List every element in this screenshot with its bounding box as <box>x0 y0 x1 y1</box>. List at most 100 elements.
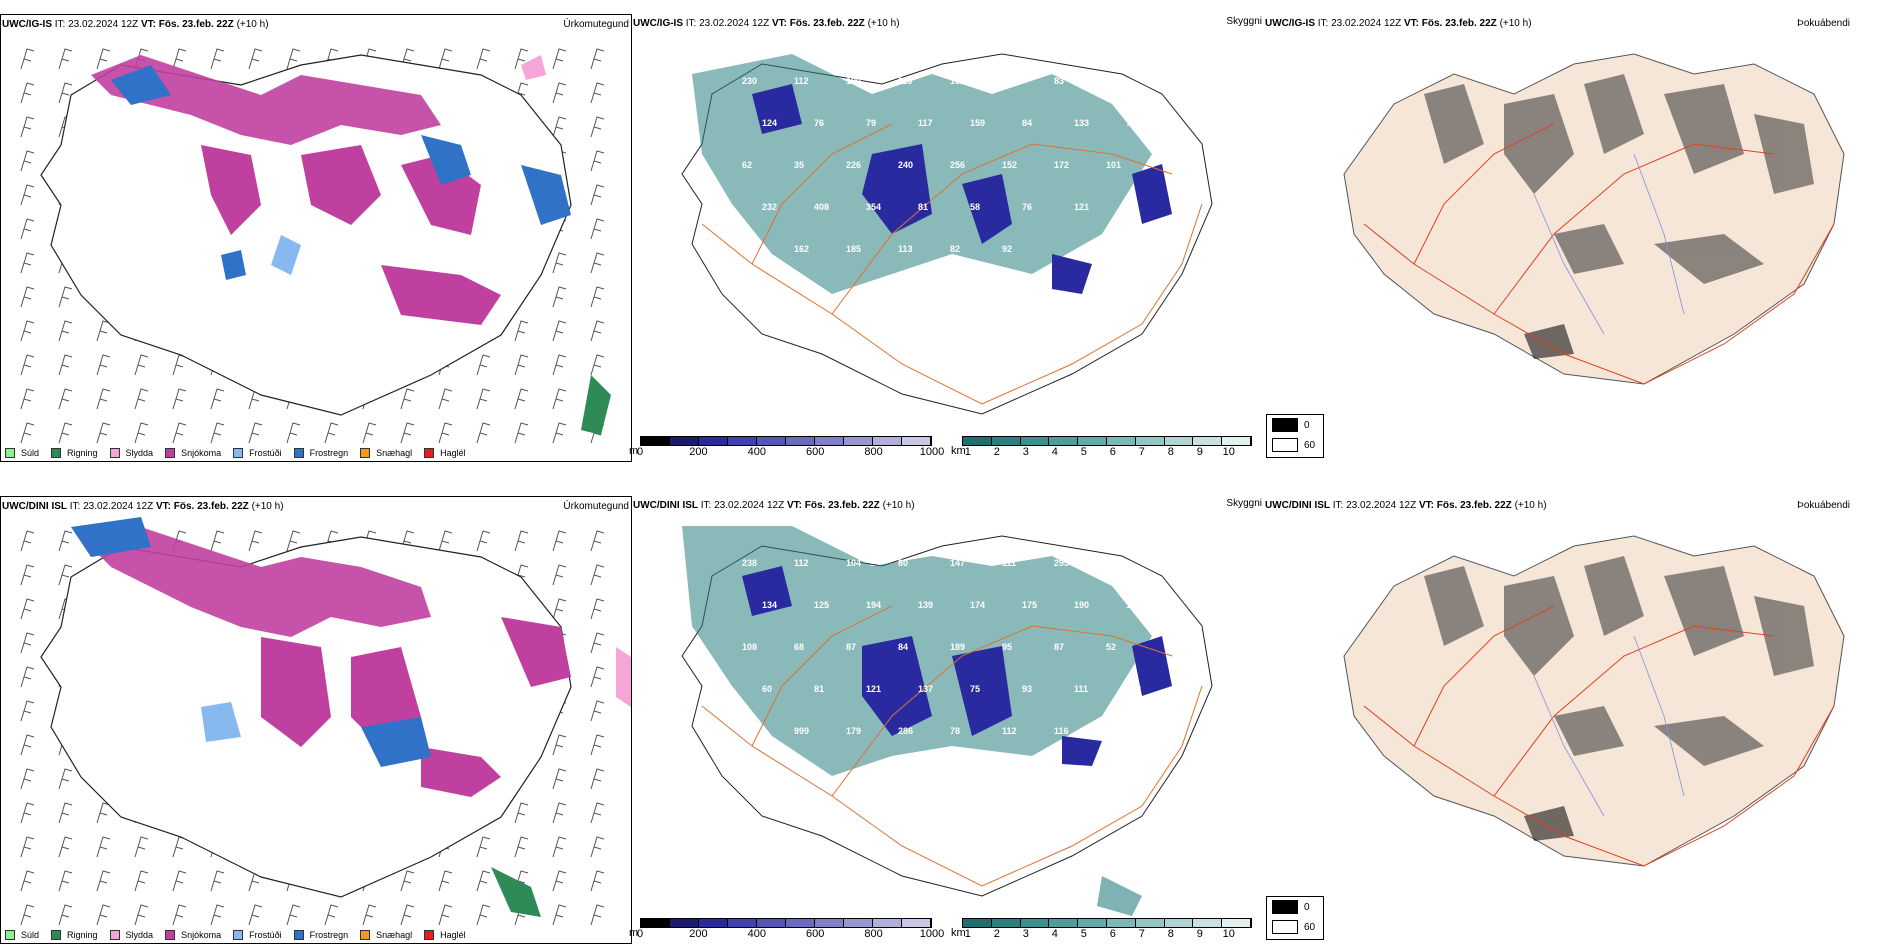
legend-swatch <box>5 448 15 458</box>
visibility-value-label: 97 <box>1126 202 1136 212</box>
wind-barb <box>20 632 35 654</box>
wind-barb <box>514 388 529 410</box>
wind-barb <box>20 184 35 206</box>
legend-label: Slydda <box>125 930 154 940</box>
legend-item: Snjókoma <box>165 930 221 940</box>
visibility-value-label: 62 <box>742 160 752 170</box>
wind-barb <box>286 48 301 70</box>
precip-type-panel-bottom: UWC/DINI ISL IT: 23.02.2024 12Z VT: Fös.… <box>0 496 632 944</box>
legend-swatch <box>424 930 435 940</box>
wind-barb <box>20 734 35 756</box>
key-label: 0 <box>1304 419 1310 431</box>
wind-barb <box>552 802 567 824</box>
wind-barb <box>210 870 225 892</box>
scale-segment <box>1193 437 1223 445</box>
scale-tick-label: 6 <box>1109 928 1116 940</box>
precip-patches <box>91 55 611 435</box>
scale-tick-label: 3 <box>1022 446 1029 458</box>
scale-segment <box>1049 437 1079 445</box>
rivers <box>1533 153 1685 335</box>
wind-barb <box>590 150 605 172</box>
fog-index-key: 0 60 <box>1266 896 1324 940</box>
visibility-value-label: 999 <box>794 726 809 736</box>
wind-barb <box>590 904 605 926</box>
wind-barb <box>552 564 567 586</box>
scale-tick-label: 10 <box>1222 446 1235 458</box>
panel-field-name: Skyggni <box>1226 16 1262 27</box>
legend-label: Súld <box>21 448 40 458</box>
scale-tick-label: 1 <box>964 928 971 940</box>
wind-barb <box>134 388 149 410</box>
wind-barb <box>400 422 415 444</box>
road-network <box>1363 123 1835 385</box>
visibility-value-label: 35 <box>794 160 804 170</box>
visibility-value-label: 101 <box>1106 160 1121 170</box>
wind-barb <box>590 768 605 790</box>
wind-barb <box>552 388 567 410</box>
visibility-value-label: 60 <box>762 684 772 694</box>
key-row: 0 <box>1267 415 1323 435</box>
scale-tick-label: 2 <box>993 446 1000 458</box>
visibility-value-label: 125 <box>814 600 829 610</box>
visibility-value-label: 76 <box>1022 202 1032 212</box>
scale-tick-label: 5 <box>1080 446 1087 458</box>
key-label: 60 <box>1304 921 1316 933</box>
wind-barb <box>20 48 35 70</box>
scale-segment <box>873 437 902 445</box>
scale-segment <box>786 437 815 445</box>
wind-barb <box>172 422 187 444</box>
wind-barb <box>134 836 149 858</box>
legend-label: Snæhagl <box>376 448 413 458</box>
key-label: 60 <box>1304 439 1316 451</box>
scale-unit: km <box>951 445 966 457</box>
wind-barb <box>20 564 35 586</box>
wind-barb <box>476 904 491 926</box>
scale-segment <box>815 919 844 927</box>
wind-barb <box>590 252 605 274</box>
legend-label: Súld <box>21 930 40 940</box>
visibility-value-label: 152 <box>1002 160 1017 170</box>
wind-barb <box>552 768 567 790</box>
wind-barb <box>552 734 567 756</box>
legend-item: Frostúði <box>233 448 282 458</box>
scale-segment <box>1164 919 1194 927</box>
wind-barb <box>514 422 529 444</box>
wind-barb <box>438 530 453 552</box>
wind-barb <box>20 354 35 376</box>
legend-swatch <box>5 930 15 940</box>
fog-shading <box>1424 74 1814 359</box>
scale-segment <box>1078 919 1107 927</box>
visibility-value-label: 87 <box>846 642 856 652</box>
scale-tick-label: 4 <box>1051 446 1058 458</box>
wind-barb <box>590 632 605 654</box>
wind-barb <box>20 666 35 688</box>
wind-barb <box>58 768 73 790</box>
wind-barb <box>172 836 187 858</box>
legend-label: Snjókoma <box>181 448 222 458</box>
wind-barb <box>210 422 225 444</box>
wind-barb <box>172 388 187 410</box>
scale-tick-label: 800 <box>864 928 883 940</box>
visibility-value-label: 58 <box>970 202 980 212</box>
scale-segment <box>1020 919 1050 927</box>
wind-barb <box>552 870 567 892</box>
panel-title: UWC/IG-IS IT: 23.02.2024 12Z VT: Fös. 23… <box>1265 18 1532 29</box>
wind-barb <box>590 598 605 620</box>
wind-barb <box>20 388 35 410</box>
scale-segment <box>991 437 1021 445</box>
wind-barb <box>172 904 187 926</box>
road-network <box>1363 605 1835 867</box>
wind-barb <box>58 320 73 342</box>
visibility-scale-m: m 0 200 400 600 800 1000 <box>629 918 944 940</box>
scale-tick-label: 200 <box>689 928 708 940</box>
wind-barb <box>172 870 187 892</box>
fog-index-panel-bottom: UWC/DINI ISL IT: 23.02.2024 12Z VT: Fös.… <box>1264 496 1900 944</box>
scale-segment <box>728 919 757 927</box>
visibility-value-label: 111 <box>1074 684 1088 694</box>
scale-segment <box>699 437 728 445</box>
precip-map <box>20 48 611 444</box>
visibility-value-label: 87 <box>1054 642 1064 652</box>
scale-tick-label: 9 <box>1196 928 1203 940</box>
scale-segment <box>786 919 815 927</box>
wind-barb <box>552 48 567 70</box>
